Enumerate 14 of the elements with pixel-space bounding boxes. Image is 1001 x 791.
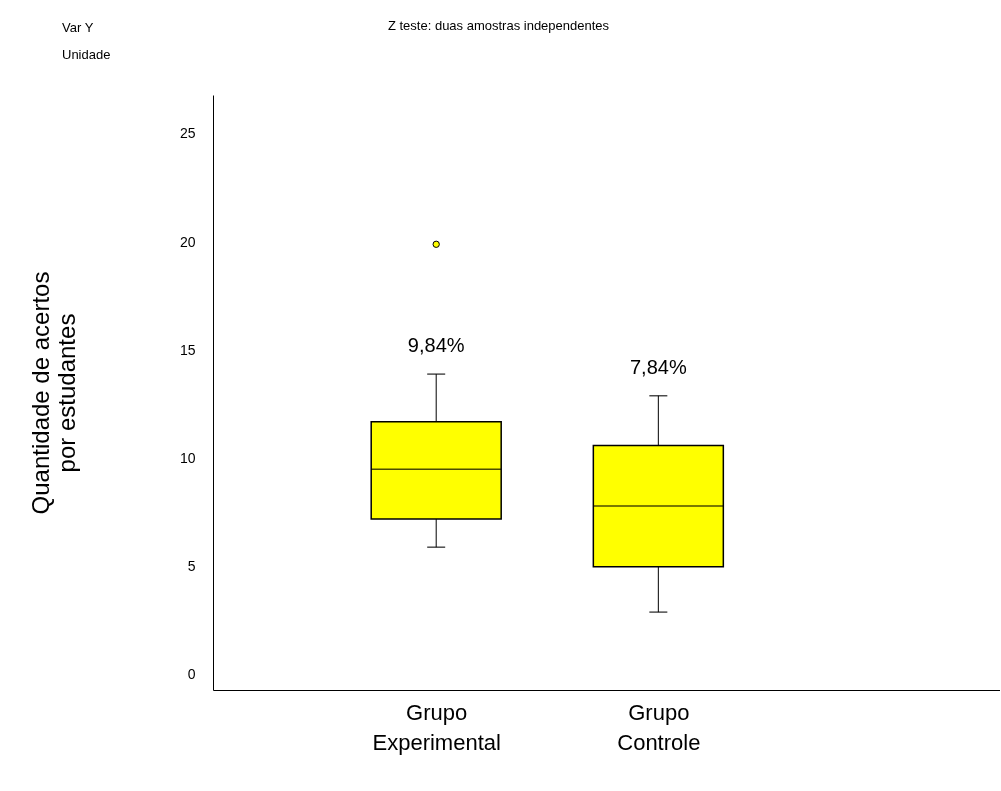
y-axis-title: Quantidade de acertos por estudantes <box>26 271 80 515</box>
text: Unidade <box>62 46 111 64</box>
x-tick-label: Grupo Experimental <box>372 699 501 755</box>
text: Var Y <box>62 19 95 37</box>
annotation: 9,84% <box>407 334 465 357</box>
x-tick-label: Grupo Controle <box>617 699 701 755</box>
y-tick-label: 0 <box>187 666 196 683</box>
y-tick-label: 5 <box>187 558 196 575</box>
chart-title: Z teste: duas amostras independentes <box>387 18 610 33</box>
y-tick-label: 15 <box>179 341 196 358</box>
y-tick-label: 20 <box>179 233 196 250</box>
y-tick-label: 10 <box>179 449 196 466</box>
annotation: 7,84% <box>629 355 687 378</box>
y-tick-label: 25 <box>179 125 196 142</box>
